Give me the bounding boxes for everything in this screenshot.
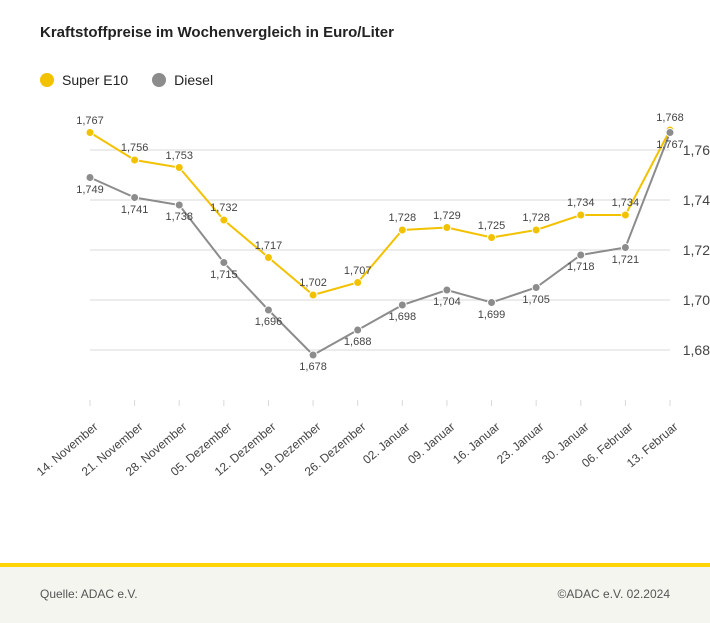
chart-title: Kraftstoffpreise im Wochenvergleich in E… (40, 24, 394, 41)
legend-item-diesel: Diesel (152, 72, 213, 88)
legend-item-super-e10: Super E10 (40, 72, 128, 88)
legend-dot-diesel (152, 73, 166, 87)
data-label: 1,728 (389, 212, 417, 224)
data-label: 1,734 (612, 197, 640, 209)
footer-copyright: ©ADAC e.V. 02.2024 (558, 587, 670, 601)
data-label: 1,753 (165, 150, 193, 162)
data-label: 1,707 (344, 265, 372, 277)
data-label: 1,741 (121, 204, 149, 216)
data-label: 1,734 (567, 197, 595, 209)
legend-dot-super-e10 (40, 73, 54, 87)
data-label: 1,767 (656, 139, 684, 151)
data-label: 1,756 (121, 142, 149, 154)
data-label: 1,704 (433, 296, 461, 308)
data-label: 1,768 (656, 112, 684, 124)
data-label: 1,767 (76, 115, 104, 127)
ytick-label: 1,74 (632, 192, 710, 208)
ytick-label: 1,70 (632, 292, 710, 308)
data-label: 1,721 (612, 254, 640, 266)
data-label: 1,728 (522, 212, 550, 224)
data-label: 1,738 (165, 211, 193, 223)
data-label: 1,729 (433, 210, 461, 222)
data-label: 1,725 (478, 220, 506, 232)
ytick-label: 1,72 (632, 242, 710, 258)
data-label: 1,688 (344, 336, 372, 348)
legend-label-diesel: Diesel (174, 72, 213, 88)
data-label: 1,749 (76, 184, 104, 196)
data-label: 1,715 (210, 269, 238, 281)
data-label: 1,702 (299, 277, 327, 289)
footer: Quelle: ADAC e.V. ©ADAC e.V. 02.2024 (0, 567, 710, 623)
legend: Super E10 Diesel (40, 72, 213, 88)
data-label: 1,732 (210, 202, 238, 214)
data-label: 1,696 (255, 316, 283, 328)
data-label: 1,718 (567, 261, 595, 273)
data-label: 1,717 (255, 240, 283, 252)
data-label: 1,678 (299, 361, 327, 373)
ytick-label: 1,68 (632, 342, 710, 358)
data-label: 1,699 (478, 309, 506, 321)
data-label: 1,705 (522, 294, 550, 306)
footer-source: Quelle: ADAC e.V. (40, 587, 138, 601)
chart: 1,681,701,721,741,76 14. November21. Nov… (0, 100, 710, 530)
legend-label-super-e10: Super E10 (62, 72, 128, 88)
data-label: 1,698 (389, 311, 417, 323)
